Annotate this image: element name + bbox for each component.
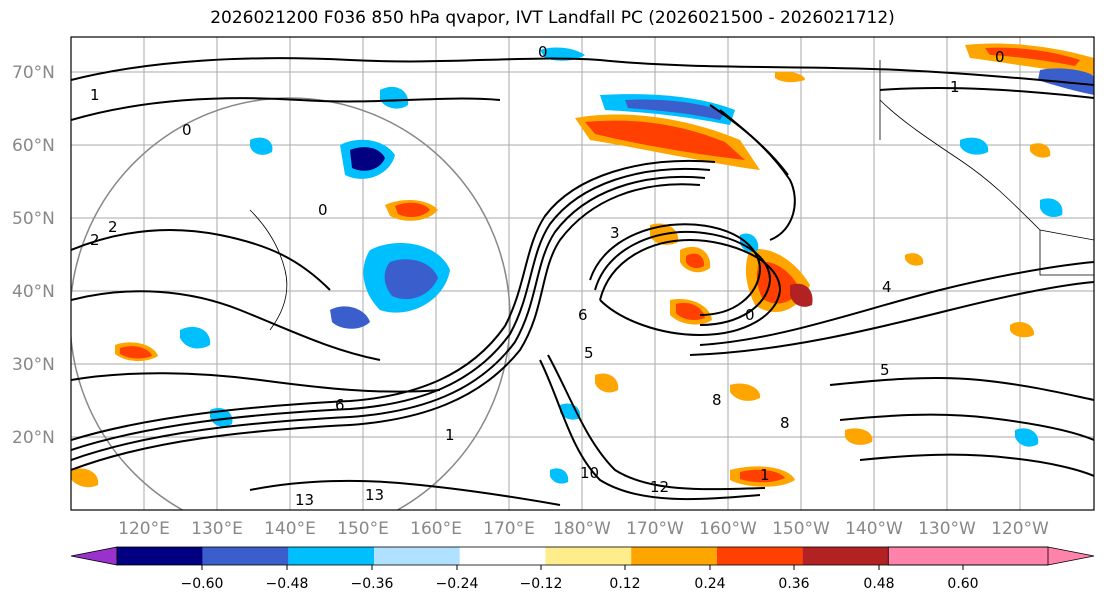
contour-label: 5: [880, 361, 890, 379]
colorbar-segment: [802, 547, 889, 565]
colorbar-ticks: [201, 565, 964, 570]
colorbar-tick-label: 0.24: [694, 576, 725, 592]
lat-label-50n: 50°N: [12, 209, 55, 229]
lon-label: 160°E: [410, 519, 462, 539]
colorbar: −0.60 −0.48 −0.36 −0.24 −0.12 0.12 0.24 …: [70, 546, 1095, 592]
colorbar-tick-label: −0.24: [436, 576, 479, 592]
ivt-contours: [71, 57, 1094, 506]
latitude-labels: 70°N 60°N 50°N 40°N 30°N 20°N: [12, 63, 55, 448]
colorbar-segment: [202, 547, 289, 565]
lat-label-20n: 20°N: [12, 428, 55, 448]
lon-label: 150°W: [772, 519, 830, 539]
colorbar-segment: [374, 547, 460, 565]
colorbar-tick-label: 0.48: [863, 576, 894, 592]
colorbar-segment: [716, 547, 803, 565]
graticule: [71, 37, 1094, 510]
coastlines: [249, 60, 1094, 331]
contour-label: 6: [335, 396, 345, 414]
lon-label: 140°W: [845, 519, 903, 539]
lon-label: 180°W: [553, 519, 611, 539]
contour-label: 1: [760, 466, 770, 484]
contour-label: 2: [90, 231, 100, 249]
contour-label: 4: [882, 278, 892, 296]
colorbar-tick-label: −0.60: [181, 576, 224, 592]
colorbar-segment: [545, 547, 632, 565]
colorbar-frame: [116, 546, 1049, 566]
contour-label: 2: [108, 218, 118, 236]
lon-label: 130°E: [191, 519, 243, 539]
contour-label: 0: [995, 48, 1005, 66]
contour-label: 5: [584, 344, 594, 362]
lon-label: 150°E: [337, 519, 389, 539]
contour-label: 0: [318, 201, 328, 219]
contour-label: 3: [610, 224, 620, 242]
colorbar-extend-right: [887, 546, 1095, 566]
lon-label: 120°W: [991, 519, 1049, 539]
contour-label: 8: [712, 391, 722, 409]
map-border: [70, 36, 1095, 511]
lat-label-60n: 60°N: [12, 136, 55, 156]
colorbar-tick-label: −0.48: [266, 576, 309, 592]
contour-label: 1: [445, 426, 455, 444]
lon-label: 140°E: [264, 519, 316, 539]
lon-label: 170°E: [483, 519, 535, 539]
contour-label: 0: [182, 121, 192, 139]
colorbar-segment: [631, 547, 717, 565]
colorbar-segment: [459, 547, 546, 565]
lon-label: 170°W: [626, 519, 684, 539]
contour-label: 0: [745, 306, 755, 324]
qvapor-anomaly-fill: [71, 43, 1094, 488]
lon-label: 120°E: [118, 519, 170, 539]
colorbar-segment: [288, 547, 375, 565]
colorbar-tick-label: 0.12: [609, 576, 640, 592]
plot-title: 2026021200 F036 850 hPa qvapor, IVT Land…: [210, 8, 895, 28]
lat-label-40n: 40°N: [12, 282, 55, 302]
contour-labels: 0 0 1 0 0 1 2 0 3 4 6 5 6 8 8 10 12 13 1…: [90, 43, 1005, 509]
contour-label: 6: [578, 306, 588, 324]
contour-label: 1: [950, 78, 960, 96]
contour-label: 0: [538, 43, 548, 61]
colorbar-segment: [117, 547, 203, 565]
contour-label: 13: [365, 486, 384, 504]
colorbar-tick-label: 0.60: [947, 576, 978, 592]
lon-label: 130°W: [918, 519, 976, 539]
colorbar-extend-left: [70, 546, 118, 566]
colorbar-tick-label: 0.36: [778, 576, 809, 592]
contour-label: 10: [580, 464, 599, 482]
colorbar-tick-label: −0.36: [351, 576, 394, 592]
contour-label: 8: [780, 414, 790, 432]
colorbar-tick-label: −0.12: [520, 576, 563, 592]
lat-label-30n: 30°N: [12, 355, 55, 375]
contour-label: 1: [90, 86, 100, 104]
contour-label: 12: [650, 478, 669, 496]
lat-label-70n: 70°N: [12, 63, 55, 83]
longitude-labels: 120°E 130°E 140°E 150°E 160°E 170°E 180°…: [118, 519, 1049, 539]
contour-label: 13: [295, 491, 314, 509]
lon-label: 160°W: [699, 519, 757, 539]
